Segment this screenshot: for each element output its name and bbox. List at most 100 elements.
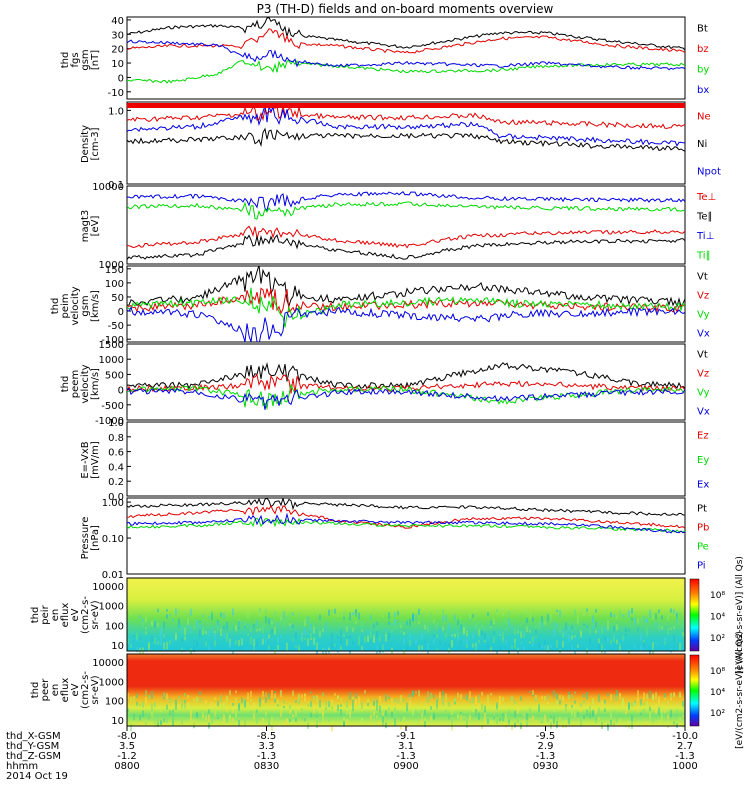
spectrogram-cell [424, 639, 426, 643]
spectrogram-cell [250, 691, 252, 697]
spectrogram-cell [337, 695, 339, 699]
y-tick-labels: 1.0 0.8 0.6 0.4 0.2 0.0 [108, 418, 131, 503]
y-axis-label-line: thd [30, 682, 41, 699]
spectrogram-cell [460, 694, 462, 699]
spectrogram-cell [679, 642, 681, 651]
spectrogram-cell [208, 714, 210, 722]
spectrogram-cell [484, 712, 486, 718]
spectrogram-cell [538, 622, 540, 630]
spectrogram-cell [256, 714, 258, 719]
spectrogram-cell [583, 715, 585, 719]
y-axis-label-line: thd [50, 298, 61, 315]
spectrogram-cell [268, 634, 270, 639]
spectrogram-cell [271, 628, 273, 634]
series-line [127, 60, 685, 84]
spectrogram-cell [649, 710, 651, 719]
spectrogram-cell [619, 643, 621, 648]
spectrogram-cell [205, 700, 207, 704]
spectrogram-cell [226, 717, 228, 723]
spectrogram-cell [472, 704, 474, 712]
spectrogram-cell [667, 700, 669, 704]
spectrogram-cell [268, 693, 270, 700]
spectrogram-cell [532, 690, 534, 695]
spectrogram-cell [325, 629, 327, 633]
spectrogram-cell [646, 721, 648, 726]
spectrogram-cell [286, 617, 288, 624]
spectrogram-cell [154, 620, 156, 628]
x-tick-label: -8.0 [117, 731, 137, 742]
spectrogram-cell [289, 613, 291, 622]
spectrogram-cell [340, 709, 342, 716]
spectrogram-cell [613, 722, 615, 726]
spectrogram-cell [295, 630, 297, 633]
legend-entry: Ne [697, 112, 711, 123]
spectrogram-cell [592, 625, 594, 630]
spectrogram-cell [313, 638, 315, 645]
spectrogram-cell [595, 716, 597, 724]
spectrogram-cell [670, 693, 672, 701]
legend-entry: Pi [697, 561, 706, 572]
y-tick-label: 0.4 [108, 462, 124, 473]
spectrogram-cell [205, 639, 207, 642]
spectrogram-cell [253, 638, 255, 646]
spectrogram-cell [130, 724, 132, 732]
spectrogram-cell [307, 638, 309, 646]
spectrogram-cell [238, 640, 240, 646]
spectrogram-cell [190, 626, 192, 634]
spectrogram-cell [142, 621, 144, 627]
spectrogram-cell [193, 719, 195, 727]
spectrogram-cell [607, 693, 609, 697]
spectrogram-cell [349, 692, 351, 700]
spectrogram-cell [367, 703, 369, 706]
spectrogram-cell [607, 723, 609, 731]
spectrogram-cell [289, 709, 291, 715]
spectrogram-cell [610, 713, 612, 719]
spectrogram-cell [343, 616, 345, 620]
spectrogram-cell [643, 692, 645, 701]
spectrogram-cell [469, 714, 471, 721]
spectrogram-cell [166, 704, 168, 710]
spectrogram-cell [673, 721, 675, 725]
spectrogram-cell [664, 707, 666, 714]
spectrogram-cell [301, 694, 303, 698]
spectrogram-cell [475, 622, 477, 629]
spectrogram-cell [574, 712, 576, 718]
spectrogram-cell [199, 623, 201, 631]
spectrogram-cell [277, 713, 279, 716]
spectrogram-cell [421, 710, 423, 714]
spectrogram-cell [199, 712, 201, 715]
spectrogram-cell [265, 637, 267, 644]
spectrogram-cell [442, 701, 444, 706]
spectrogram-cell [157, 640, 159, 645]
spectrogram-cell [505, 627, 507, 631]
spectrogram-cell [259, 697, 261, 703]
legend: Pt Pb Pe Pi [697, 504, 709, 572]
spectrogram-cell [613, 626, 615, 632]
spectrogram-cell [439, 691, 441, 699]
x-tick-label: 2.9 [538, 741, 554, 752]
spectrogram-cell [316, 642, 318, 651]
npot-band [127, 103, 685, 108]
spectrogram-cell [127, 618, 129, 621]
legend-entry: Ez [697, 430, 709, 441]
spectrogram-cell [433, 715, 435, 720]
spectrogram-cell [208, 631, 210, 638]
spectrogram-cell [226, 621, 228, 630]
spectrogram-cell [532, 693, 534, 697]
spectrogram-cell [364, 615, 366, 619]
spectrogram-cell [655, 621, 657, 628]
spectrogram-cell [448, 702, 450, 707]
y-tick-label: 10 [111, 641, 124, 652]
spectrogram-cell [430, 613, 432, 621]
y-axis-label-line: thd [60, 376, 71, 393]
panel-5: 1500 1000 500 0 -500 -1000 thd peem velocity [km/… [60, 340, 710, 427]
spectrogram-cell [331, 641, 333, 648]
spectrogram-cell [496, 609, 498, 613]
spectrogram-cell [682, 715, 684, 718]
spectrogram-cell [565, 622, 567, 628]
legend: Vt Vz Vy Vx [697, 350, 710, 418]
spectrogram-cell [445, 702, 447, 709]
legend-entry: Ti⊥ [696, 231, 714, 242]
spectrogram-cell [643, 642, 645, 646]
spectrogram-cell [610, 612, 612, 618]
